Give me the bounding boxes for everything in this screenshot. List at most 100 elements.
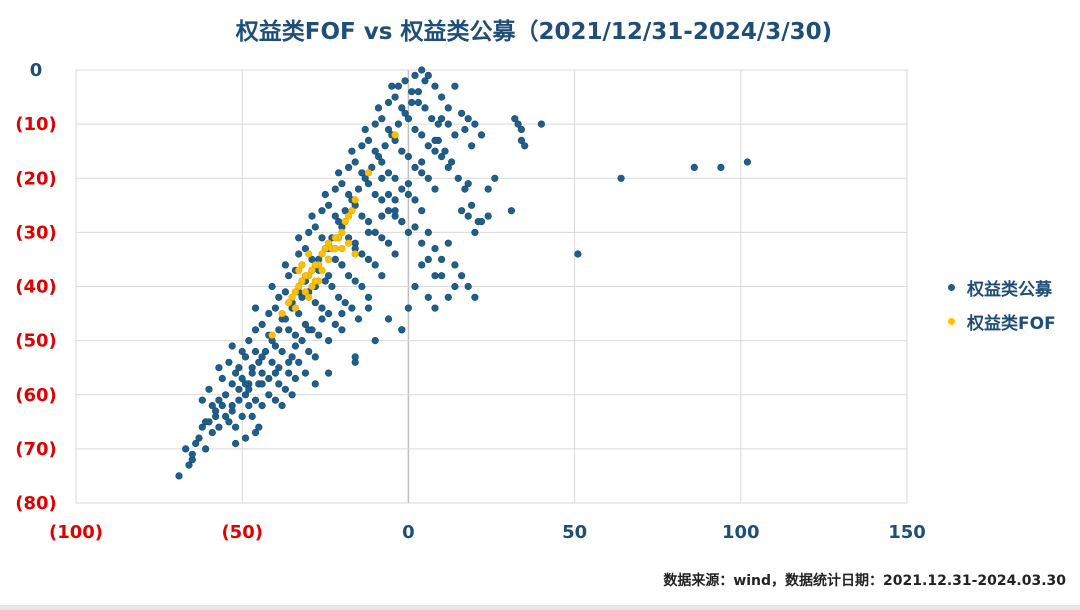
public-fund-point [235,385,243,393]
fof-point [331,234,339,242]
public-fund-point [331,320,339,329]
public-fund-point [222,391,230,399]
data-points [175,66,752,480]
fof-point [348,207,356,215]
public-fund-point [424,71,432,79]
public-fund-point [404,180,413,188]
fof-point [301,272,310,280]
public-fund-point [374,104,383,112]
public-fund-point [371,337,379,345]
public-fund-point [251,396,260,404]
y-tick-label: (50) [15,331,57,352]
public-fund-point [378,272,386,280]
fof-point [305,293,313,301]
public-fund-point [195,434,203,442]
public-fund-point [418,239,426,247]
public-fund-point [331,212,339,220]
public-fund-point [454,174,462,182]
public-fund-point [438,93,446,101]
legend-label-fof: 权益类FOF [967,313,1056,334]
public-fund-point [371,190,379,199]
public-fund-point [212,412,220,421]
public-fund-point [411,163,419,171]
public-fund-point [438,153,446,161]
y-tick-label: (60) [15,385,57,406]
chart-title: 权益类FOF vs 权益类公募（2021/12/31-2024/3/30) [235,19,833,45]
public-fund-point [464,282,472,291]
fof-point [285,299,293,307]
y-tick-label: (30) [15,222,57,243]
fof-point [325,239,333,247]
public-fund-point [391,196,399,204]
public-fund-point [391,93,399,101]
public-fund-point [295,234,303,242]
public-fund-point [291,374,300,383]
public-fund-point [301,245,310,253]
public-fund-point [378,212,386,220]
public-fund-point [431,136,439,144]
public-fund-point [311,380,319,388]
public-fund-point [378,158,386,166]
public-fund-point [345,190,353,199]
public-fund-point [448,158,456,166]
public-fund-point [491,174,499,182]
public-fund-point [205,385,213,393]
public-fund-point [338,310,346,318]
y-tick-label: (40) [15,277,57,298]
public-fund-point [424,293,432,301]
public-fund-point [394,82,403,90]
public-fund-point [438,272,446,280]
public-fund-point [291,342,300,350]
legend-marker-public-funds [948,283,955,291]
public-fund-point [188,450,196,458]
public-fund-point [517,136,526,144]
fof-point [345,239,353,247]
public-fund-point [461,185,469,193]
public-fund-point [424,228,432,236]
public-fund-point [338,261,346,269]
public-fund-point [261,347,270,356]
public-fund-point [265,391,273,399]
public-fund-point [364,304,373,312]
source-note: 数据来源：wind，数据统计日期：2021.12.31-2024.03.30 [663,573,1066,589]
grid-lines [75,69,908,504]
public-fund-point [248,369,256,377]
fof-point [298,277,306,285]
public-fund-point [241,391,250,399]
public-fund-point [225,358,233,366]
public-fund-point [371,228,379,236]
public-fund-point [335,218,343,226]
public-fund-point [281,315,290,323]
public-fund-point [458,272,466,280]
x-tick-label: 0 [402,522,415,543]
public-fund-point [418,66,426,74]
public-fund-point [444,293,452,301]
public-fund-point [391,250,399,258]
public-fund-point [315,331,323,339]
legend-label-public-funds: 权益类公募 [967,279,1052,300]
public-fund-point [325,369,333,377]
y-tick-label: 0 [30,60,43,81]
public-fund-point [404,304,413,312]
public-fund-point [431,82,439,90]
public-fund-point [418,158,426,166]
public-fund-point [394,120,403,128]
public-fund-point [414,88,423,96]
legend: 权益类公募 权益类FOF [948,270,1056,338]
public-fund-point [378,196,386,204]
public-fund-point [414,98,423,107]
public-fund-point [424,142,432,150]
public-fund-point [348,304,356,312]
fof-point [301,288,310,296]
public-fund-point [295,358,303,366]
public-fund-point [438,115,446,123]
public-fund-point [358,250,366,258]
public-fund-point [281,261,290,269]
public-fund-point [205,418,213,426]
public-fund-point [331,255,339,264]
fof-point [351,196,359,204]
public-fund-point [451,131,459,139]
public-fund-point [278,347,286,356]
fof-point [298,261,306,269]
fof-point [295,266,303,274]
